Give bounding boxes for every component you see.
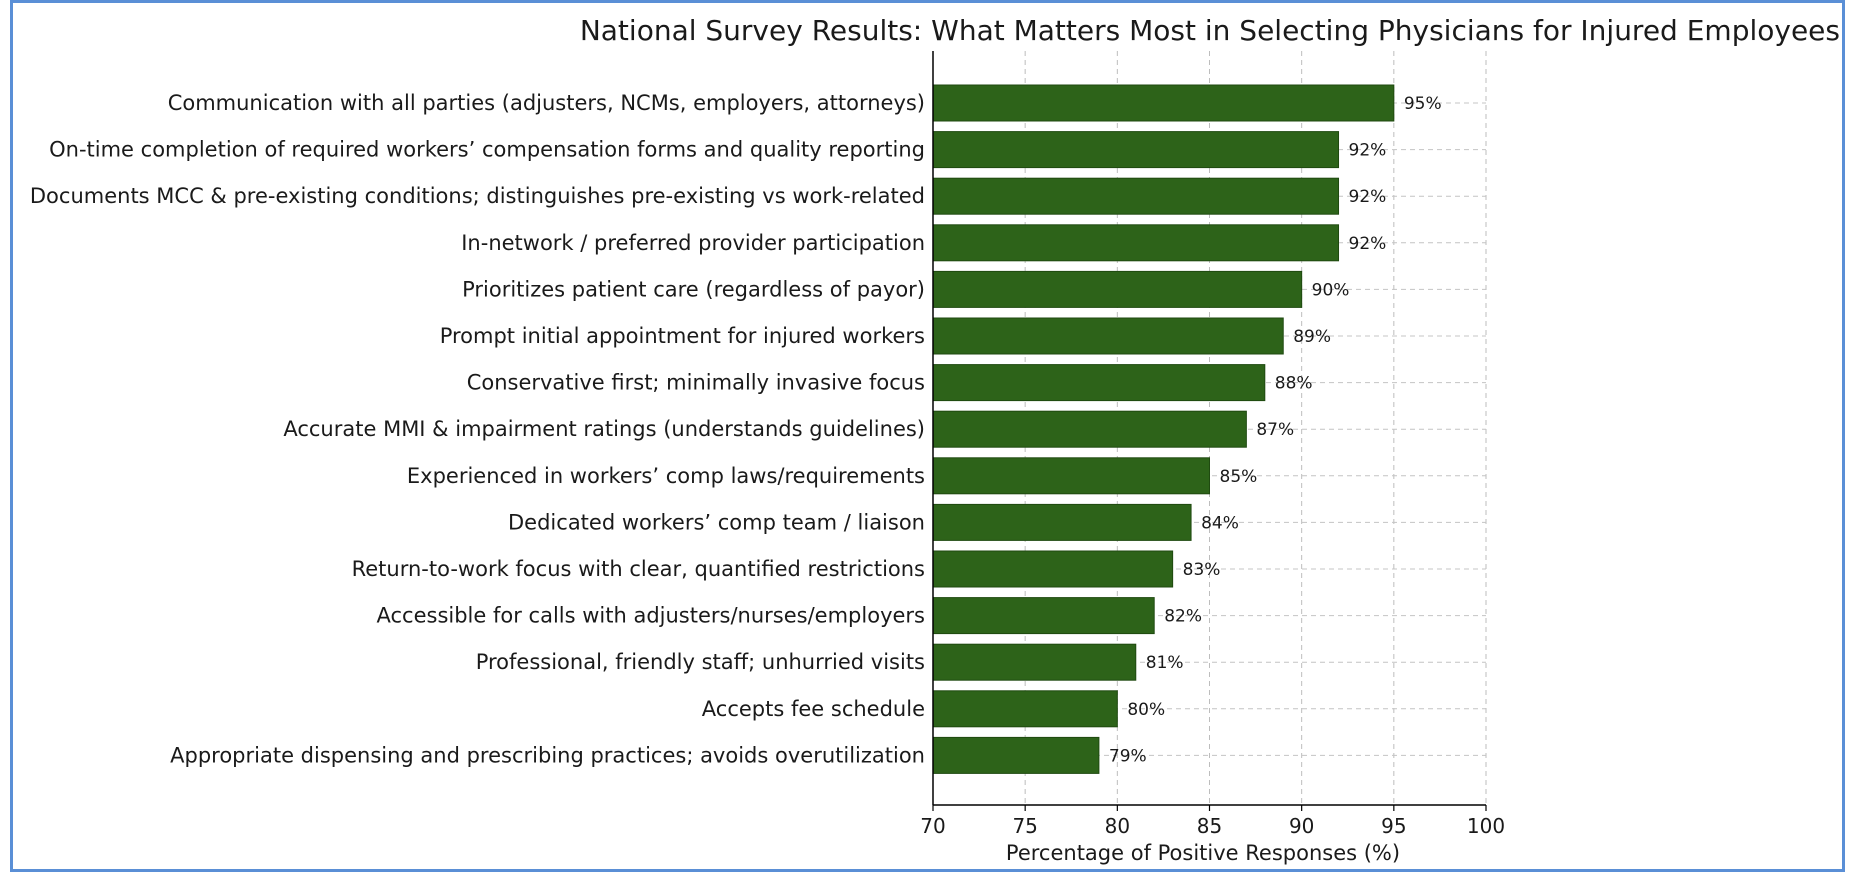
data-label: 88% bbox=[1275, 374, 1313, 394]
data-label: 92% bbox=[1349, 187, 1387, 207]
x-axis-title: Percentage of Positive Responses (%) bbox=[1006, 841, 1400, 865]
bar-chart: National Survey Results: What Matters Mo… bbox=[30, 14, 1840, 865]
bar bbox=[932, 84, 1395, 122]
data-label: 90% bbox=[1312, 280, 1350, 300]
x-tick-label: 70 bbox=[920, 814, 945, 838]
data-label: 95% bbox=[1404, 94, 1442, 114]
bar bbox=[932, 457, 1210, 495]
category-label: Accepts fee schedule bbox=[702, 697, 925, 721]
category-label: Professional, friendly staff; unhurried … bbox=[476, 650, 925, 674]
chart-frame: National Survey Results: What Matters Mo… bbox=[10, 0, 1845, 872]
data-label: 81% bbox=[1146, 653, 1184, 673]
category-label: On-time completion of required workers’ … bbox=[49, 138, 925, 162]
x-tick-label: 100 bbox=[1467, 814, 1505, 838]
axes: 70 75 80 85 90 95 100 bbox=[920, 51, 1505, 838]
category-label: Return-to-work focus with clear, quantif… bbox=[352, 557, 925, 581]
bar bbox=[932, 736, 1100, 774]
category-label: Conservative first; minimally invasive f… bbox=[467, 371, 925, 395]
category-label: In-network / preferred provider particip… bbox=[461, 231, 925, 255]
bar bbox=[932, 410, 1247, 448]
bar bbox=[932, 690, 1118, 728]
x-tick-label: 85 bbox=[1197, 814, 1222, 838]
data-label: 85% bbox=[1220, 467, 1258, 487]
category-label: Prioritizes patient care (regardless of … bbox=[462, 277, 925, 301]
data-label: 83% bbox=[1183, 560, 1221, 580]
category-label: Prompt initial appointment for injured w… bbox=[440, 324, 925, 348]
category-label: Appropriate dispensing and prescribing p… bbox=[170, 743, 925, 767]
bar bbox=[932, 364, 1266, 402]
data-label: 87% bbox=[1256, 420, 1294, 440]
data-label: 82% bbox=[1164, 607, 1202, 627]
bar bbox=[932, 131, 1340, 169]
bar bbox=[932, 503, 1192, 541]
category-label: Accessible for calls with adjusters/nurs… bbox=[377, 604, 926, 628]
data-label: 79% bbox=[1109, 746, 1147, 766]
category-label: Experienced in workers’ comp laws/requir… bbox=[407, 464, 925, 488]
category-label: Documents MCC & pre-existing conditions;… bbox=[30, 184, 925, 208]
data-label: 92% bbox=[1349, 234, 1387, 254]
x-tick-label: 75 bbox=[1012, 814, 1037, 838]
x-tick-label: 95 bbox=[1381, 814, 1406, 838]
data-label: 80% bbox=[1127, 700, 1165, 720]
bar bbox=[932, 317, 1284, 355]
category-label: Communication with all parties (adjuster… bbox=[168, 91, 925, 115]
data-label: 89% bbox=[1293, 327, 1331, 347]
data-label: 84% bbox=[1201, 513, 1239, 533]
bar bbox=[932, 643, 1137, 681]
bar bbox=[932, 550, 1174, 588]
chart-title: National Survey Results: What Matters Mo… bbox=[580, 14, 1840, 47]
bar bbox=[932, 224, 1340, 262]
category-label: Accurate MMI & impairment ratings (under… bbox=[283, 417, 925, 441]
bar bbox=[932, 597, 1155, 635]
data-label: 92% bbox=[1349, 141, 1387, 161]
x-tick-label: 80 bbox=[1105, 814, 1130, 838]
bars: Communication with all parties (adjuster… bbox=[30, 84, 1442, 774]
category-label: Dedicated workers’ comp team / liaison bbox=[508, 510, 925, 534]
bar bbox=[932, 270, 1303, 308]
bar bbox=[932, 177, 1340, 215]
x-tick-label: 90 bbox=[1289, 814, 1314, 838]
